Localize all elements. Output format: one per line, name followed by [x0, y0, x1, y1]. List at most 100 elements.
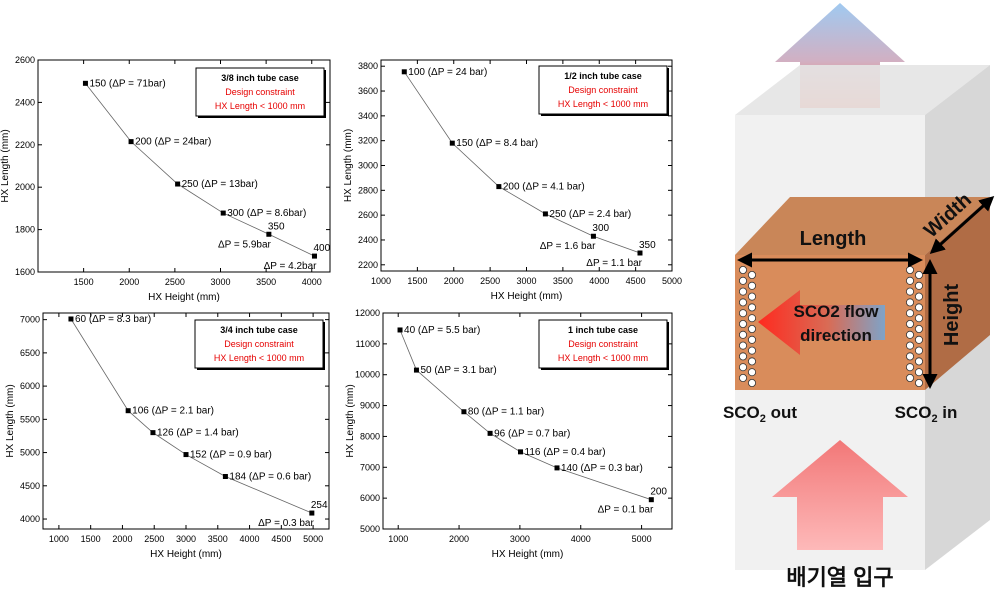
y-tick-label: 2200: [15, 140, 35, 150]
heat-exchanger-diagram: SCO2 flow direction Length Width Height …: [723, 3, 995, 590]
data-label-dp: ΔP = 1.6 bar: [540, 241, 596, 252]
y-tick-label: 2800: [358, 185, 378, 195]
x-tick-label: 1500: [407, 276, 427, 286]
tube-hole: [914, 314, 923, 323]
x-tick-label: 2500: [144, 534, 164, 544]
data-label-dp: ΔP = 4.2bar: [264, 261, 318, 272]
data-label: 126 (ΔP = 1.4 bar): [157, 428, 239, 439]
x-tick-label: 3000: [510, 534, 530, 544]
legend-frame: [538, 319, 668, 369]
data-label: 200 (ΔP = 4.1 bar): [503, 182, 585, 193]
y-tick-label: 2600: [358, 210, 378, 220]
tube-hole: [739, 319, 748, 328]
data-label-dp: ΔP = 0.1 bar: [598, 505, 654, 516]
tube-hole: [739, 373, 748, 382]
x-axis-title: HX Height (mm): [148, 292, 220, 303]
plot-frame: [382, 312, 673, 530]
data-label: 116 (ΔP = 0.4 bar): [525, 447, 606, 458]
legend-title: 3/4 inch tube case: [220, 325, 298, 335]
y-tick-label: 2400: [15, 97, 35, 107]
legend-constraint-value: HX Length < 1000 mm: [214, 353, 304, 363]
x-tick-label: 3500: [208, 534, 228, 544]
y-tick-label: 11000: [356, 339, 380, 349]
y-tick-label: 2000: [15, 182, 35, 192]
y-tick-label: 1600: [15, 267, 35, 277]
legend-constraint: Design constraint: [568, 85, 638, 95]
x-tick-label: 1000: [49, 534, 69, 544]
data-point: [449, 140, 455, 146]
tube-hole: [905, 276, 914, 285]
tube-hole: [739, 341, 748, 350]
tube-hole: [914, 378, 923, 387]
tube-hole: [914, 303, 923, 312]
tube-hole: [739, 352, 748, 361]
y-axis-title: HX Length (mm): [345, 384, 356, 457]
tube-hole: [905, 373, 914, 382]
data-label: 200 (ΔP = 24bar): [135, 137, 211, 148]
tube-hole: [914, 281, 923, 290]
y-tick-label: 10000: [355, 370, 380, 380]
tube-hole: [905, 363, 914, 372]
data-point: [220, 210, 226, 216]
legend-frame: [194, 319, 324, 369]
x-tick-label: 3500: [553, 276, 573, 286]
y-tick-label: 12000: [355, 308, 380, 318]
tube-hole: [914, 292, 923, 301]
flow-label-line2: direction: [800, 326, 872, 345]
x-axis-title: HX Height (mm): [150, 549, 222, 560]
y-tick-label: 2200: [358, 260, 378, 270]
tube-hole: [914, 357, 923, 366]
data-label: 400: [313, 243, 330, 254]
y-tick-label: 5000: [360, 524, 380, 534]
tube-hole: [748, 292, 757, 301]
data-label: 250 (ΔP = 13bar): [182, 179, 258, 190]
data-label-dp: ΔP = 5.9bar: [218, 239, 272, 250]
y-tick-label: 8000: [360, 431, 380, 441]
sco2-out-label: SCO2 out: [723, 403, 797, 425]
x-tick-label: 1000: [388, 534, 408, 544]
charts-area: 1500 2000 2500 3000 3500 4000 1600 1800 2000 2200…: [0, 55, 682, 560]
data-label-dp: ΔP = 0.3 bar: [258, 518, 314, 529]
data-point: [397, 327, 403, 333]
tube-hole: [748, 346, 757, 355]
data-label: 50 (ΔP = 3.1 bar): [420, 365, 496, 376]
y-tick-label: 6500: [20, 348, 40, 358]
legend-constraint-value: HX Length < 1000 mm: [558, 353, 648, 363]
y-tick-label: 3800: [358, 61, 378, 71]
data-label: 106 (ΔP = 2.1 bar): [132, 406, 214, 417]
x-tick-label: 3000: [176, 534, 196, 544]
y-tick-label: 2400: [358, 235, 378, 245]
tube-hole: [739, 309, 748, 318]
legend-constraint-value: HX Length < 1000 mm: [558, 99, 648, 109]
tube-hole: [739, 330, 748, 339]
y-axis-title: HX Length (mm): [343, 129, 354, 202]
y-tick-label: 6000: [20, 381, 40, 391]
tube-hole: [914, 346, 923, 355]
x-tick-label: 1500: [81, 534, 101, 544]
x-tick-label: 4000: [240, 534, 260, 544]
y-tick-label: 1800: [15, 225, 35, 235]
tube-hole: [914, 368, 923, 377]
x-tick-label: 4000: [302, 277, 322, 287]
chart-1-2-inch: 1000 1500 2000 2500 3000 3500 4000 4500 5000 2200…: [343, 59, 682, 302]
legend-frame: [195, 67, 325, 117]
legend-box: 3/8 inch tube case Design constraint HX Le…: [195, 67, 326, 118]
series-line: [85, 83, 315, 257]
x-tick-label: 3000: [210, 277, 230, 287]
data-point: [518, 449, 524, 455]
y-tick-label: 7000: [360, 462, 380, 472]
data-point: [637, 250, 643, 256]
legend-constraint: Design constraint: [568, 339, 638, 349]
y-tick-label: 3000: [358, 161, 378, 171]
x-tick-label: 1000: [371, 276, 391, 286]
y-tick-label: 6000: [360, 493, 380, 503]
legend-box: 3/4 inch tube case Design constraint HX Le…: [194, 319, 325, 370]
data-point: [128, 139, 134, 145]
data-point: [401, 69, 407, 75]
tube-hole: [748, 368, 757, 377]
legend-title: 1 inch tube case: [568, 325, 638, 335]
data-point: [648, 497, 654, 503]
y-tick-label: 3600: [358, 86, 378, 96]
data-label: 250 (ΔP = 2.4 bar): [549, 209, 631, 220]
tube-hole: [748, 314, 757, 323]
